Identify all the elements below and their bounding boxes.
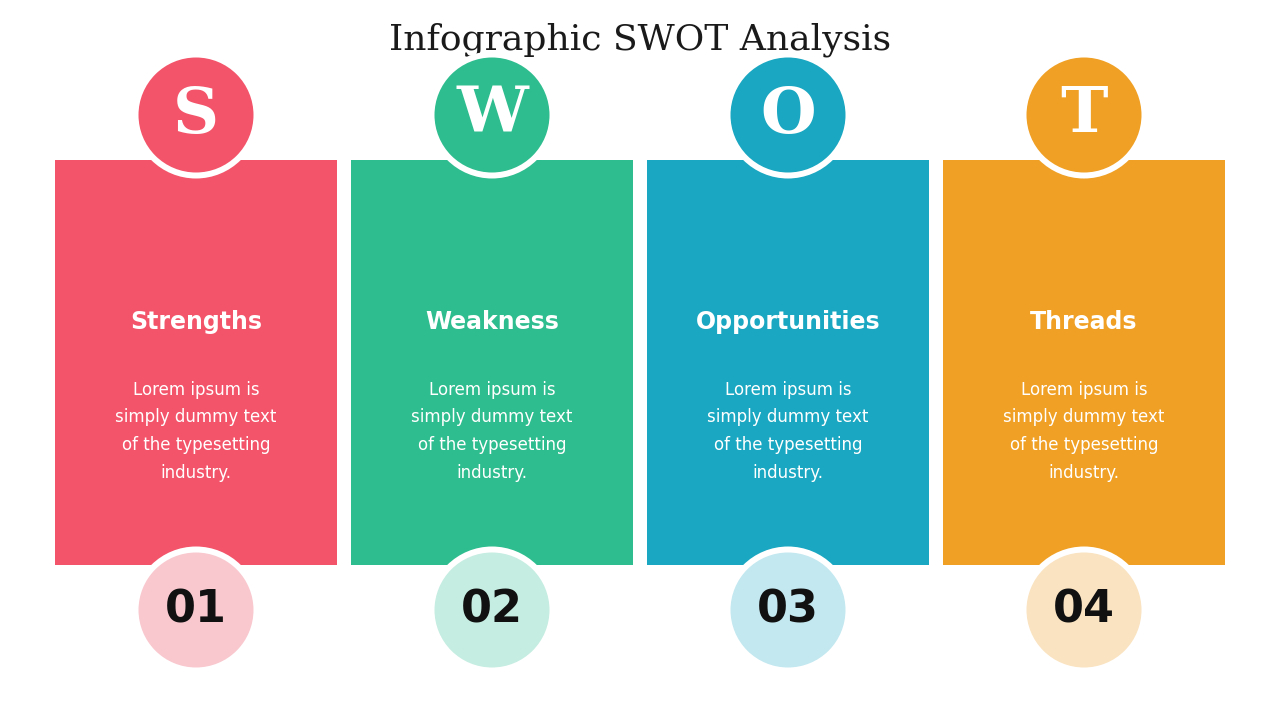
Ellipse shape — [724, 52, 851, 179]
Text: 02: 02 — [461, 588, 524, 631]
Text: Opportunities: Opportunities — [696, 310, 881, 334]
Text: Lorem ipsum is
simply dummy text
of the typesetting
industry.: Lorem ipsum is simply dummy text of the … — [115, 381, 276, 482]
Text: Weakness: Weakness — [425, 310, 559, 334]
Text: Lorem ipsum is
simply dummy text
of the typesetting
industry.: Lorem ipsum is simply dummy text of the … — [411, 381, 572, 482]
Ellipse shape — [138, 58, 253, 173]
FancyBboxPatch shape — [646, 160, 929, 565]
Text: Lorem ipsum is
simply dummy text
of the typesetting
industry.: Lorem ipsum is simply dummy text of the … — [1004, 381, 1165, 482]
Text: Lorem ipsum is
simply dummy text
of the typesetting
industry.: Lorem ipsum is simply dummy text of the … — [708, 381, 869, 482]
Ellipse shape — [138, 552, 253, 667]
Ellipse shape — [1027, 58, 1142, 173]
Ellipse shape — [133, 52, 260, 179]
Ellipse shape — [1020, 52, 1147, 179]
Text: T: T — [1060, 84, 1107, 145]
Ellipse shape — [1027, 552, 1142, 667]
Ellipse shape — [429, 546, 556, 673]
Text: 03: 03 — [756, 588, 819, 631]
Text: Threads: Threads — [1030, 310, 1138, 334]
FancyBboxPatch shape — [55, 160, 337, 565]
Ellipse shape — [724, 546, 851, 673]
Ellipse shape — [133, 546, 260, 673]
Ellipse shape — [429, 52, 556, 179]
Text: 01: 01 — [165, 588, 227, 631]
Ellipse shape — [731, 58, 846, 173]
Text: Strengths: Strengths — [131, 310, 262, 334]
FancyBboxPatch shape — [351, 160, 634, 565]
Text: S: S — [173, 84, 219, 145]
Text: O: O — [760, 84, 815, 145]
Text: Infographic SWOT Analysis: Infographic SWOT Analysis — [389, 23, 891, 58]
Text: 04: 04 — [1053, 588, 1115, 631]
Ellipse shape — [1020, 546, 1147, 673]
Text: W: W — [456, 84, 527, 145]
FancyBboxPatch shape — [943, 160, 1225, 565]
Ellipse shape — [434, 58, 549, 173]
Ellipse shape — [434, 552, 549, 667]
Ellipse shape — [731, 552, 846, 667]
